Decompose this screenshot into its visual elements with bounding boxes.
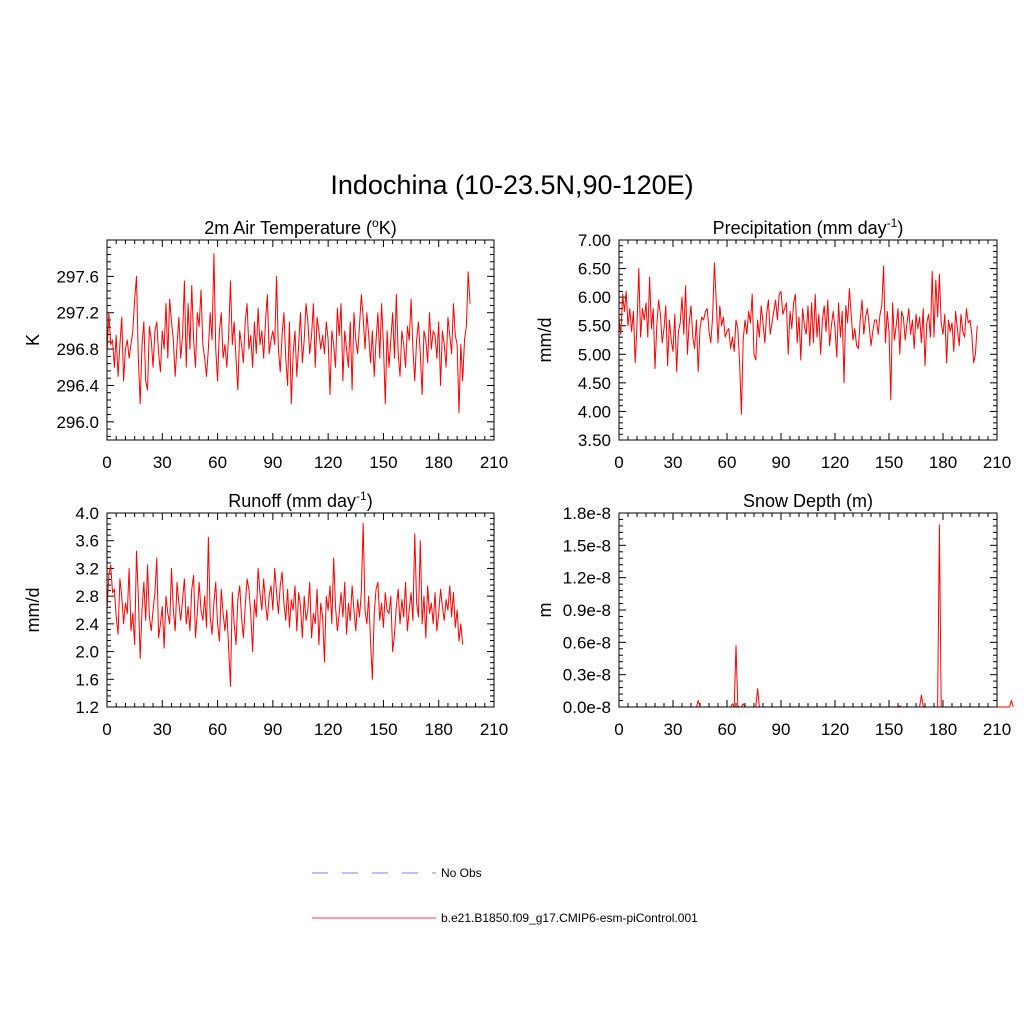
temp-xtick-label: 0 (102, 453, 111, 472)
runoff-xtick-label: 90 (263, 720, 282, 739)
runoff-title-main: Runoff (mm day (228, 491, 356, 511)
prect-ytick-label: 3.50 (578, 431, 611, 450)
snow-ytick-label: 0.0e-8 (563, 698, 611, 717)
runoff-xtick-label: 120 (314, 720, 342, 739)
runoff-xtick-label: 60 (208, 720, 227, 739)
snow-ytick-label: 0.6e-8 (563, 633, 611, 652)
prect-title-main: Precipitation (mm day (713, 218, 887, 238)
temp-title: 2m Air Temperature (oK) (204, 216, 396, 238)
prect-xtick-label: 60 (718, 453, 737, 472)
runoff-series-line (106, 522, 464, 687)
temp-ylabel: K (23, 334, 43, 346)
snow-ytick-label: 1.5e-8 (563, 536, 611, 555)
runoff-ytick-label: 2.8 (75, 587, 99, 606)
runoff-xtick-label: 210 (480, 720, 508, 739)
prect-xtick-label: 0 (614, 453, 623, 472)
prect-xtick-label: 90 (772, 453, 791, 472)
panel-air-temperature: 2m Air Temperature (oK) K 0 30 60 90 120 150 180… (23, 216, 508, 472)
temp-xtick-label: 180 (425, 453, 453, 472)
runoff-xtick-label: 30 (153, 720, 172, 739)
snow-plot-frame (618, 512, 998, 708)
prect-ytick-label: 4.00 (578, 402, 611, 421)
runoff-xtick-label: 0 (102, 720, 111, 739)
prect-ytick-label: 6.00 (578, 288, 611, 307)
runoff-ylabel: mm/d (23, 588, 43, 633)
temp-xtick-label: 60 (208, 453, 227, 472)
panel-runoff: Runoff (mm day-1) mm/d 0 30 60 90 120 150 180 210… (23, 489, 508, 739)
runoff-plot-frame (106, 512, 495, 708)
temp-xtick-label: 150 (369, 453, 397, 472)
runoff-ytick-label: 3.2 (75, 559, 99, 578)
temp-series-line (106, 253, 471, 414)
prect-ytick-label: 5.00 (578, 345, 611, 364)
snow-xtick-label: 90 (772, 720, 791, 739)
runoff-title-sup: -1 (356, 489, 367, 503)
runoff-title: Runoff (mm day-1) (228, 489, 372, 511)
snow-ytick-label: 0.3e-8 (563, 666, 611, 685)
temp-title-main: 2m Air Temperature ( (204, 218, 372, 238)
prect-series-line (618, 262, 978, 415)
temp-title-sup: o (372, 216, 379, 230)
prect-plot-frame (618, 239, 998, 441)
prect-ylabel: mm/d (535, 318, 555, 363)
temp-ytick-label: 297.2 (56, 304, 99, 323)
figure-title: Indochina (10-23.5N,90-120E) (330, 170, 693, 200)
prect-xtick-label: 180 (929, 453, 957, 472)
prect-ytick-label: 6.50 (578, 260, 611, 279)
snow-ytick-label: 1.8e-8 (563, 504, 611, 523)
snow-title: Snow Depth (m) (743, 491, 873, 511)
runoff-ytick-label: 4.0 (75, 504, 99, 523)
prect-title-sup: -1 (887, 216, 898, 230)
prect-title: Precipitation (mm day-1) (713, 216, 904, 238)
runoff-xtick-label: 180 (425, 720, 453, 739)
snow-xtick-label: 210 (983, 720, 1011, 739)
snow-xtick-label: 0 (614, 720, 623, 739)
prect-ytick-label: 7.00 (578, 231, 611, 250)
snow-xtick-label: 120 (821, 720, 849, 739)
temp-ytick-label: 296.8 (56, 340, 99, 359)
panel-precipitation: Precipitation (mm day-1) mm/d 0 30 60 90 120 15… (535, 216, 1011, 472)
legend-label-model: b.e21.B1850.f09_g17.CMIP6-esm-piControl.… (441, 911, 698, 925)
snow-xtick-label: 150 (875, 720, 903, 739)
prect-ytick-label: 5.50 (578, 317, 611, 336)
snow-xtick-label: 60 (718, 720, 737, 739)
temp-xtick-label: 210 (480, 453, 508, 472)
temp-title-end: K) (379, 218, 397, 238)
runoff-title-end: ) (367, 491, 373, 511)
snow-ytick-label: 1.2e-8 (563, 569, 611, 588)
prect-xtick-label: 210 (983, 453, 1011, 472)
temp-ytick-label: 296.4 (56, 376, 99, 395)
runoff-ytick-label: 1.6 (75, 670, 99, 689)
runoff-ytick-label: 2.0 (75, 643, 99, 662)
temp-plot-frame (106, 239, 495, 441)
prect-title-end: ) (897, 218, 903, 238)
runoff-ytick-label: 2.4 (75, 615, 99, 634)
runoff-xtick-label: 150 (369, 720, 397, 739)
runoff-ytick-label: 3.6 (75, 532, 99, 551)
snow-ylabel: m (535, 603, 555, 618)
legend-label-no-obs: No Obs (441, 866, 482, 880)
panel-snow-depth: Snow Depth (m) m 0 30 60 90 120 150 180 210 0.0e-8… (535, 491, 1014, 739)
prect-xtick-label: 120 (821, 453, 849, 472)
snow-title-main: Snow Depth (m) (743, 491, 873, 511)
legend: No Obs b.e21.B1850.f09_g17.CMIP6-esm-piC… (312, 866, 698, 925)
temp-xtick-label: 120 (314, 453, 342, 472)
snow-xtick-label: 30 (664, 720, 683, 739)
prect-ytick-label: 4.50 (578, 374, 611, 393)
temp-ytick-label: 297.6 (56, 267, 99, 286)
prect-xtick-label: 30 (664, 453, 683, 472)
snow-series-line (619, 524, 1014, 708)
snow-xtick-label: 180 (929, 720, 957, 739)
temp-ytick-label: 296.0 (56, 413, 99, 432)
runoff-ytick-label: 1.2 (75, 698, 99, 717)
temp-xtick-label: 90 (263, 453, 282, 472)
snow-ytick-label: 0.9e-8 (563, 601, 611, 620)
prect-xtick-label: 150 (875, 453, 903, 472)
temp-xtick-label: 30 (153, 453, 172, 472)
